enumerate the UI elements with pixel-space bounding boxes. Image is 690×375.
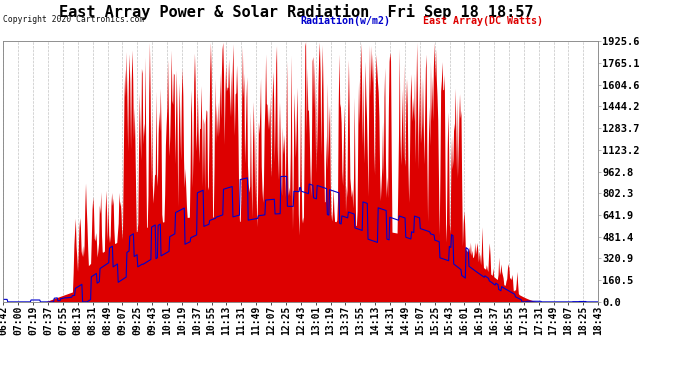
Text: Radiation(w/m2): Radiation(w/m2) (300, 16, 390, 26)
Text: East Array Power & Solar Radiation  Fri Sep 18 18:57: East Array Power & Solar Radiation Fri S… (59, 4, 534, 21)
Text: Copyright 2020 Cartronics.com: Copyright 2020 Cartronics.com (3, 15, 145, 24)
Text: East Array(DC Watts): East Array(DC Watts) (423, 16, 543, 26)
